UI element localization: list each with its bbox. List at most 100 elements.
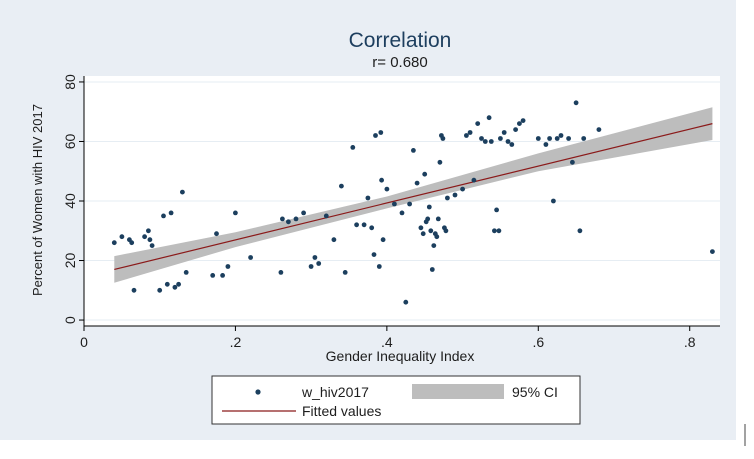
x-tick-label-0: 0 <box>80 334 88 350</box>
data-point-30 <box>316 261 322 266</box>
legend-box <box>211 375 581 425</box>
legend-symbol-point <box>255 389 261 395</box>
data-point-32 <box>331 237 337 243</box>
data-point-25 <box>286 219 291 225</box>
data-point-73 <box>464 133 469 138</box>
data-point-89 <box>517 121 522 126</box>
data-point-46 <box>384 186 390 192</box>
data-point-27 <box>301 210 306 216</box>
data-point-86 <box>505 139 511 144</box>
x-tick-label-3: .6 <box>532 334 544 350</box>
ci-band-group <box>114 107 713 283</box>
data-point-90 <box>520 118 526 123</box>
data-point-82 <box>494 207 499 213</box>
x-tick-label-2: .4 <box>381 334 393 350</box>
data-point-78 <box>482 139 488 144</box>
data-point-18 <box>214 231 219 237</box>
data-point-54 <box>420 231 426 237</box>
data-point-76 <box>475 121 481 126</box>
data-point-33 <box>339 183 344 189</box>
data-point-4 <box>131 287 137 293</box>
data-point-47 <box>392 201 397 207</box>
data-point-61 <box>431 243 437 249</box>
data-point-93 <box>547 136 552 141</box>
data-point-71 <box>452 192 458 198</box>
data-point-0 <box>111 240 117 246</box>
data-point-72 <box>460 186 465 192</box>
data-point-3 <box>129 240 135 246</box>
legend-label-points: w_hiv2017 <box>301 384 369 400</box>
data-point-67 <box>440 136 446 141</box>
data-point-74 <box>467 130 473 135</box>
data-point-58 <box>426 204 432 210</box>
data-point-45 <box>380 237 386 243</box>
data-point-63 <box>434 234 440 240</box>
data-point-35 <box>350 145 356 150</box>
data-point-98 <box>570 159 575 165</box>
x-tick-label-1: .2 <box>230 334 242 350</box>
data-point-21 <box>233 210 238 216</box>
data-point-22 <box>248 255 254 260</box>
data-point-14 <box>176 281 182 287</box>
fitted-line <box>114 123 713 271</box>
data-point-29 <box>312 255 318 260</box>
chart-title: Correlation <box>349 29 452 52</box>
data-point-75 <box>471 177 477 183</box>
data-point-87 <box>509 142 515 147</box>
data-point-28 <box>308 264 314 269</box>
ci-band <box>114 107 713 283</box>
data-point-16 <box>183 270 189 275</box>
data-point-43 <box>378 130 384 135</box>
data-point-19 <box>220 273 226 278</box>
data-point-13 <box>172 284 178 290</box>
data-point-11 <box>164 281 170 287</box>
data-point-81 <box>492 228 497 234</box>
legend: w_hiv2017 95% CI Fitted values <box>211 375 581 425</box>
data-point-95 <box>554 136 560 141</box>
data-point-1 <box>119 234 125 240</box>
data-point-99 <box>573 100 579 106</box>
data-point-8 <box>149 243 155 249</box>
data-point-49 <box>403 299 409 305</box>
data-point-65 <box>437 159 443 165</box>
legend-label-ci: 95% CI <box>512 384 558 400</box>
data-point-44 <box>379 177 384 183</box>
data-point-91 <box>535 136 541 141</box>
data-point-51 <box>411 148 416 153</box>
data-point-79 <box>486 115 492 121</box>
data-point-41 <box>373 133 378 138</box>
data-point-15 <box>180 189 185 195</box>
legend-symbol-band <box>412 384 504 399</box>
data-point-94 <box>551 198 556 204</box>
data-point-23 <box>278 270 284 275</box>
y-tick-label-0: 0 <box>62 316 78 324</box>
legend-label-fit: Fitted values <box>302 403 381 419</box>
data-point-17 <box>210 273 216 278</box>
data-point-84 <box>498 136 503 141</box>
data-point-60 <box>429 267 435 272</box>
data-point-26 <box>293 216 299 222</box>
data-point-7 <box>147 237 153 243</box>
chart-subtitle: r= 0.680 <box>372 54 427 71</box>
data-point-83 <box>496 228 502 234</box>
data-point-88 <box>513 127 518 132</box>
data-point-6 <box>146 228 151 234</box>
data-point-69 <box>443 228 449 234</box>
data-point-24 <box>280 216 285 222</box>
data-point-42 <box>376 264 382 269</box>
data-point-85 <box>501 130 507 135</box>
data-point-57 <box>425 216 431 222</box>
data-point-53 <box>418 225 424 231</box>
y-axis-label: Percent of Women with HIV 2017 <box>30 104 45 296</box>
data-point-52 <box>414 180 420 186</box>
data-point-103 <box>710 249 715 255</box>
fit-line-group <box>114 123 713 271</box>
data-point-38 <box>365 195 371 201</box>
y-tick-label-4: 80 <box>62 74 78 90</box>
data-point-77 <box>479 136 484 141</box>
data-point-55 <box>422 171 428 177</box>
data-point-5 <box>142 234 148 240</box>
data-point-92 <box>543 142 549 147</box>
data-point-50 <box>407 201 412 207</box>
